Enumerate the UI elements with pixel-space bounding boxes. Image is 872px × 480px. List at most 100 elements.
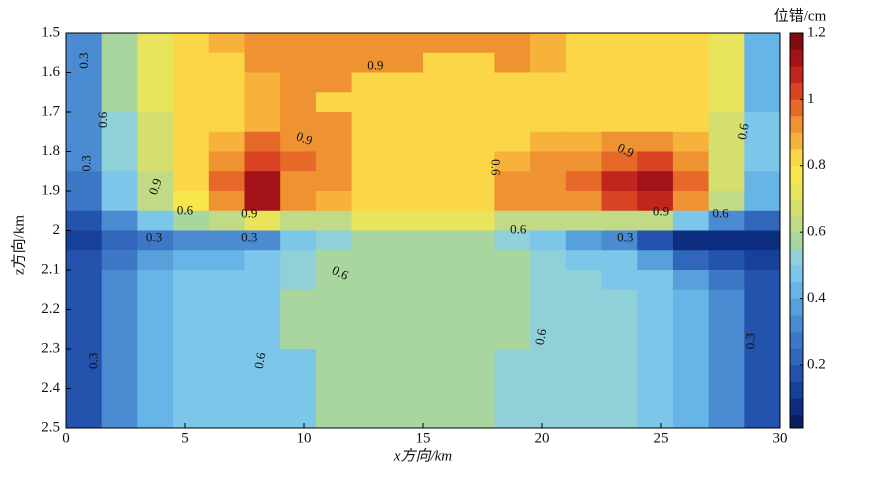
contour-cell [637,131,674,152]
contour-cell [530,191,567,212]
contour-cell [565,72,602,93]
contour-cell [565,171,602,192]
contour-cell [458,72,495,93]
colorbar-tick-label: 1 [807,91,815,107]
contour-cell [280,289,317,310]
contour-label: 0.9 [241,206,257,221]
contour-cell [744,250,781,271]
contour-cell [565,388,602,409]
contour-cell [672,349,710,370]
contour-cell [244,230,281,251]
contour-cell [173,270,210,291]
contour-cell [565,250,602,271]
contour-label: 0.3 [78,155,93,171]
contour-cell [208,52,245,73]
contour-cell [137,72,174,93]
contour-cell [244,151,281,172]
contour-cell [101,329,138,350]
contour-cell [387,72,424,93]
contour-cell [494,309,531,330]
contour-cell [672,388,710,409]
contour-cell [173,250,210,271]
contour-cell [173,309,210,330]
contour-cell [137,329,174,350]
contour-cell [744,171,781,192]
contour-cell [637,52,674,73]
contour-cell [315,368,353,389]
colorbar-band [790,398,803,416]
y-tick-label: 2.5 [41,419,60,435]
contour-cell [423,92,460,113]
contour-cell [458,309,495,330]
contour-cell [458,270,495,291]
contour-cell [208,92,245,113]
contour-cell [101,52,138,73]
contour-cell [101,289,138,310]
y-tick-label: 1.9 [41,182,60,198]
contour-cell [637,151,674,172]
contour-label: 0.9 [294,128,314,148]
contour-cell [423,151,460,172]
contour-cell [66,151,103,172]
contour-cell [423,52,460,73]
contour-cell [387,289,424,310]
contour-cell [423,270,460,291]
contour-cell [708,210,745,231]
contour-cell [672,151,710,172]
contour-cell [351,210,388,231]
contour-label: 0.3 [86,353,101,369]
contour-cell [315,309,353,330]
contour-label: 0.6 [532,327,550,346]
contour-cell [137,191,174,212]
contour-cell [315,329,353,350]
contour-cell [672,408,710,429]
contour-cell [244,131,281,152]
contour-cell [458,112,495,133]
contour-cell [744,112,781,133]
contour-cell [494,52,531,73]
contour-cell [530,52,567,73]
contour-label: 0.3 [76,53,91,69]
contour-cell [137,33,174,54]
contour-cell [601,92,638,113]
contour-cell [280,230,317,251]
contour-cell [137,151,174,172]
contour-cell [351,349,388,370]
contour-cell [315,171,353,192]
contour-cell [244,408,281,429]
contour-cell [101,230,138,251]
contour-cell [672,270,710,291]
contour-cell [601,388,638,409]
contour-cell [494,230,531,251]
contour-cell [458,171,495,192]
contour-cell [315,191,353,212]
colorbar-tick-label: 0.2 [807,356,826,372]
contour-cell [173,151,210,172]
contour-cell [351,92,388,113]
colorbar-tick-label: 1.2 [807,24,826,40]
contour-cell [66,349,103,370]
contour-cell [244,33,281,54]
contour-cell [66,112,103,133]
contour-cell [637,329,674,350]
contour-cell [744,329,781,350]
contour-label: 0.6 [734,122,752,141]
contour-cell [387,131,424,152]
contour-cell [351,368,388,389]
colorbar-band [790,198,803,216]
contour-cell [137,270,174,291]
contour-cell [423,191,460,212]
contour-cell [173,33,210,54]
contour-cell [315,210,353,231]
contour-cell [101,309,138,330]
contour-cell [744,191,781,212]
contour-cell [66,270,103,291]
contour-cell [387,92,424,113]
contour-cell [672,112,710,133]
colorbar-band [790,165,803,183]
contour-cell [387,210,424,231]
contour-cell [244,329,281,350]
contour-cell [744,388,781,409]
contour-cell [637,250,674,271]
contour-cell [208,171,245,192]
